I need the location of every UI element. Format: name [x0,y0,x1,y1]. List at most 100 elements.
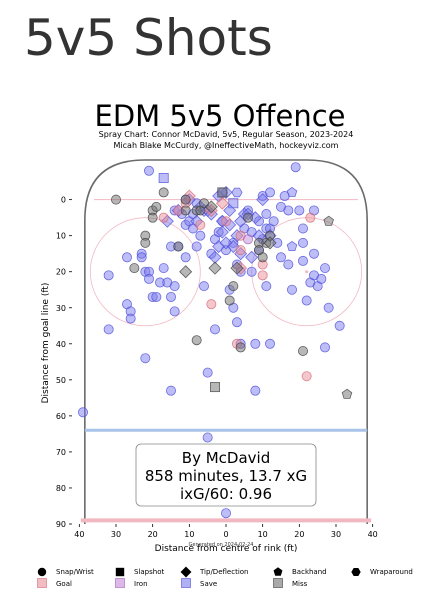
shot-point-miss-circle [242,212,253,223]
shot-point-save-diamond [215,225,229,239]
shot-point-save-pentagon [286,240,298,252]
legend-swatch-goal [37,578,47,588]
x-tick-label: 20 [294,530,304,539]
shot-point-save-circle [122,252,133,263]
legend-label: Snap/Wrist [56,568,94,576]
y-tick-label: 80 [56,484,66,493]
legend-swatch-miss [273,578,283,588]
shot-point-save-circle [264,187,275,198]
shot-point-save-circle [143,165,154,176]
legend-label: Slapshot [134,568,164,576]
shot-point-save-circle [143,273,154,284]
shot-point-save-circle [246,266,257,277]
shot-point-save-circle [308,248,319,259]
x-tick-label: 40 [368,530,378,539]
shot-point-save-circle [294,205,305,216]
shot-point-save-circle [169,306,180,317]
shot-point-save-circle [283,205,294,216]
y-tick-label: 30 [56,304,66,313]
shot-point-goal-circle [206,299,217,310]
legend-label: Miss [292,580,308,588]
shot-point-goal-diamond [215,196,229,210]
legend-label: Save [200,580,217,588]
shot-point-miss-circle [297,346,308,357]
shot-point-miss-diamond [208,261,222,275]
shot-point-miss-circle [147,212,158,223]
shot-point-save-circle [334,320,345,331]
shot-point-save-circle [198,281,209,292]
shot-point-miss-diamond [263,236,277,250]
shot-point-miss-diamond [204,200,218,214]
shot-point-miss-circle [111,194,122,205]
shot-point-save-circle [301,295,312,306]
annotation-box: By McDavid 858 minutes, 13.7 xG ixG/60: … [135,443,317,507]
shot-point-save-circle [220,508,231,519]
x-tick-label: 40 [74,530,84,539]
shot-point-save-pentagon [286,186,298,197]
rink-diagram [80,159,372,524]
legend-marker-diamond [180,566,192,578]
legend-marker-circle [37,567,47,577]
shot-point-save-circle [283,259,294,270]
rink-boards [84,159,368,524]
y-tick-label: 50 [56,376,66,385]
chart-title: EDM 5v5 Offence [95,99,346,133]
legend-marker-hexagon [351,568,361,576]
legend-label: Backhand [292,568,327,576]
x-tick-label: 20 [148,530,158,539]
shot-point-save-diamond [223,203,237,217]
shot-point-miss-circle [191,335,202,346]
shot-point-save-circle [250,385,261,396]
shot-point-miss-square [217,187,228,198]
x-tick-label: 0 [223,530,228,539]
legend-label: Iron [134,580,148,588]
chart-axes: 40 30 20 10 0 10 20 30 40 0 10 20 30 40 50 60 70 80 90 [56,196,378,539]
shot-point-miss-diamond [179,265,193,279]
legend-label: Wraparound [370,568,413,576]
shot-point-save-circle [261,281,272,292]
shot-point-save-circle [264,338,275,349]
shot-point-save-circle [103,324,114,335]
shot-point-save-square [158,173,169,184]
shot-point-save-circle [290,162,301,173]
y-tick-label: 70 [56,448,66,457]
shot-point-save-circle [78,407,89,418]
annotation-line-3: ixG/60: 0.96 [180,485,272,503]
shot-point-save-circle [231,317,242,328]
shot-point-miss-pentagon [323,215,334,226]
x-axis-label: Distance from centre of rink (ft) [155,544,298,554]
shot-point-save-circle [261,209,272,220]
y-tick-label: 60 [56,412,66,421]
x-tick-label: 30 [331,530,341,539]
faceoff-dot [305,270,309,274]
shot-point-miss-circle [228,281,239,292]
shot-point-save-circle [180,252,191,263]
shot-point-save-hexagon [231,187,243,198]
y-axis-label: Distance from goal line (ft) [41,283,51,404]
shot-point-save-circle [195,230,206,241]
shot-point-iron-circle [242,234,253,245]
shot-point-goal-circle [220,216,231,227]
legend-marker-square [115,567,125,577]
x-tick-label: 10 [258,530,268,539]
shot-point-save-circle [191,241,202,252]
shot-point-save-circle [323,302,334,313]
shot-point-save-circle [202,432,213,443]
shot-point-miss-circle [129,263,140,274]
shot-point-save-circle [250,338,261,349]
legend-swatch-iron [115,578,125,588]
shot-point-save-circle [125,313,136,324]
shot-point-miss-circle [257,252,268,263]
shot-point-save-circle [297,255,308,266]
shot-point-goal-circle [158,212,169,223]
faceoff-circle [89,217,201,327]
legend-label: Goal [56,580,72,588]
shot-point-save-circle [319,263,330,274]
shot-point-save-circle [103,270,114,281]
shot-point-save-circle [297,223,308,234]
shot-point-miss-circle [180,205,191,216]
shot-points [78,162,353,519]
shot-point-miss-diamond [230,261,244,275]
shot-point-goal-circle [235,245,246,256]
